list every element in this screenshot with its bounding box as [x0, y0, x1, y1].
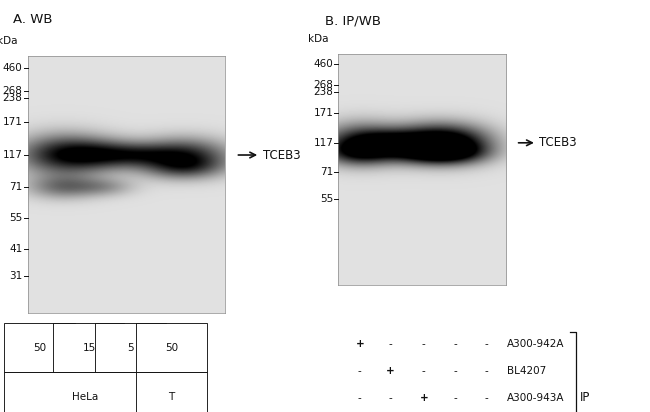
- Text: 268: 268: [313, 80, 333, 90]
- Text: 71: 71: [320, 167, 333, 177]
- Text: 171: 171: [3, 117, 23, 126]
- Text: -: -: [422, 339, 426, 349]
- Text: 31: 31: [9, 271, 23, 281]
- Text: -: -: [388, 393, 392, 403]
- Text: T: T: [168, 392, 175, 402]
- Text: kDa: kDa: [308, 35, 328, 44]
- Text: 117: 117: [3, 150, 23, 160]
- Text: 117: 117: [313, 138, 333, 148]
- Text: 50: 50: [165, 343, 178, 353]
- Text: -: -: [484, 366, 488, 376]
- Bar: [5, 323, 75, 372]
- Text: 71: 71: [9, 182, 23, 192]
- Text: 238: 238: [313, 87, 333, 97]
- Text: -: -: [454, 393, 458, 403]
- Text: 55: 55: [320, 194, 333, 204]
- Text: +: +: [385, 366, 395, 376]
- Text: -: -: [388, 339, 392, 349]
- Text: 55: 55: [9, 213, 23, 223]
- Text: A300-942A: A300-942A: [507, 339, 565, 349]
- Bar: [5, 372, 166, 412]
- Text: -: -: [454, 366, 458, 376]
- Bar: [95, 323, 166, 372]
- Text: -: -: [358, 393, 361, 403]
- Text: A. WB: A. WB: [13, 13, 53, 26]
- Text: 5: 5: [127, 343, 133, 353]
- Bar: [136, 323, 207, 372]
- Text: IP: IP: [580, 391, 590, 404]
- Text: 268: 268: [3, 86, 23, 96]
- Text: BL4207: BL4207: [507, 366, 547, 376]
- Text: kDa: kDa: [0, 36, 17, 46]
- Text: A300-943A: A300-943A: [507, 393, 565, 403]
- Text: TCEB3: TCEB3: [539, 136, 577, 149]
- Text: B. IP/WB: B. IP/WB: [325, 14, 381, 27]
- Bar: [53, 323, 124, 372]
- Text: -: -: [484, 393, 488, 403]
- Text: 50: 50: [33, 343, 46, 353]
- Text: 171: 171: [313, 108, 333, 118]
- Text: 460: 460: [313, 59, 333, 69]
- Text: -: -: [358, 366, 361, 376]
- Text: HeLa: HeLa: [72, 392, 98, 402]
- Text: 41: 41: [9, 244, 23, 254]
- Text: -: -: [422, 366, 426, 376]
- Text: +: +: [419, 393, 428, 403]
- Text: 238: 238: [3, 94, 23, 103]
- Text: -: -: [484, 339, 488, 349]
- Text: TCEB3: TCEB3: [263, 148, 300, 162]
- Bar: [136, 372, 207, 412]
- Text: -: -: [454, 339, 458, 349]
- Text: +: +: [356, 339, 364, 349]
- Text: 460: 460: [3, 63, 23, 73]
- Text: 15: 15: [83, 343, 96, 353]
